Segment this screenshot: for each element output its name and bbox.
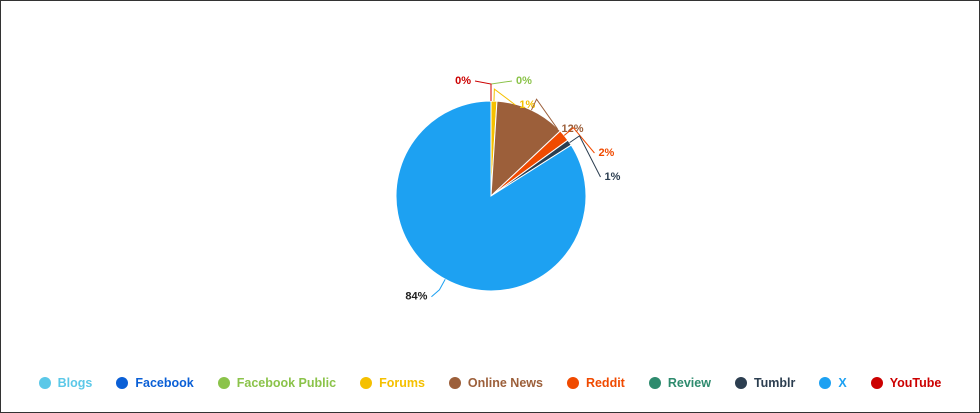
leader-line [569, 135, 601, 178]
legend-label: Tumblr [753, 376, 796, 390]
legend-item[interactable]: Review [648, 376, 711, 390]
legend-label: YouTube [889, 376, 942, 390]
legend-marker [648, 377, 661, 389]
data-label: 84% [405, 291, 427, 303]
leader-line [493, 88, 516, 106]
pie-slice [395, 100, 587, 292]
legend-marker [448, 377, 461, 389]
legend-marker [870, 377, 883, 389]
legend-label: X [838, 376, 847, 390]
legend: Blogs Facebook Facebook Public Forums Online… [1, 376, 979, 390]
legend-item[interactable]: Forums [360, 376, 425, 390]
legend-marker [360, 377, 373, 389]
legend-marker [819, 377, 832, 389]
legend-item[interactable]: Blogs [38, 376, 93, 390]
legend-marker [734, 377, 747, 389]
leader-line [474, 80, 492, 101]
data-label: 2% [598, 147, 614, 159]
data-label: 1% [604, 171, 620, 183]
pie-slice [490, 100, 561, 198]
legend-item[interactable]: Online News [448, 376, 543, 390]
legend-label: Online News [467, 376, 543, 390]
legend-item[interactable]: Facebook Public [217, 376, 337, 390]
leader-line [431, 279, 446, 298]
legend-item[interactable]: X [819, 376, 847, 390]
legend-item[interactable]: YouTube [870, 376, 942, 390]
legend-label: Facebook Public [236, 376, 337, 390]
legend-label: Review [667, 376, 711, 390]
legend-marker [38, 377, 51, 389]
legend-label: Blogs [57, 376, 93, 390]
data-label: 1% [519, 99, 535, 111]
legend-item[interactable]: Tumblr [734, 376, 796, 390]
legend-label: Facebook [135, 376, 194, 390]
legend-marker [116, 377, 129, 389]
legend-item[interactable]: Reddit [566, 376, 625, 390]
pie-area: 0%1%12%2%1%84%0% [395, 75, 621, 303]
leader-line [530, 98, 558, 130]
legend-label: Forums [379, 376, 425, 390]
legend-marker [217, 377, 230, 389]
data-label: 0% [455, 75, 471, 87]
leader-line [563, 127, 595, 154]
legend-label: Reddit [585, 376, 625, 390]
legend-item[interactable]: Facebook [116, 376, 194, 390]
legend-marker [566, 377, 579, 389]
data-label: 0% [516, 75, 532, 87]
